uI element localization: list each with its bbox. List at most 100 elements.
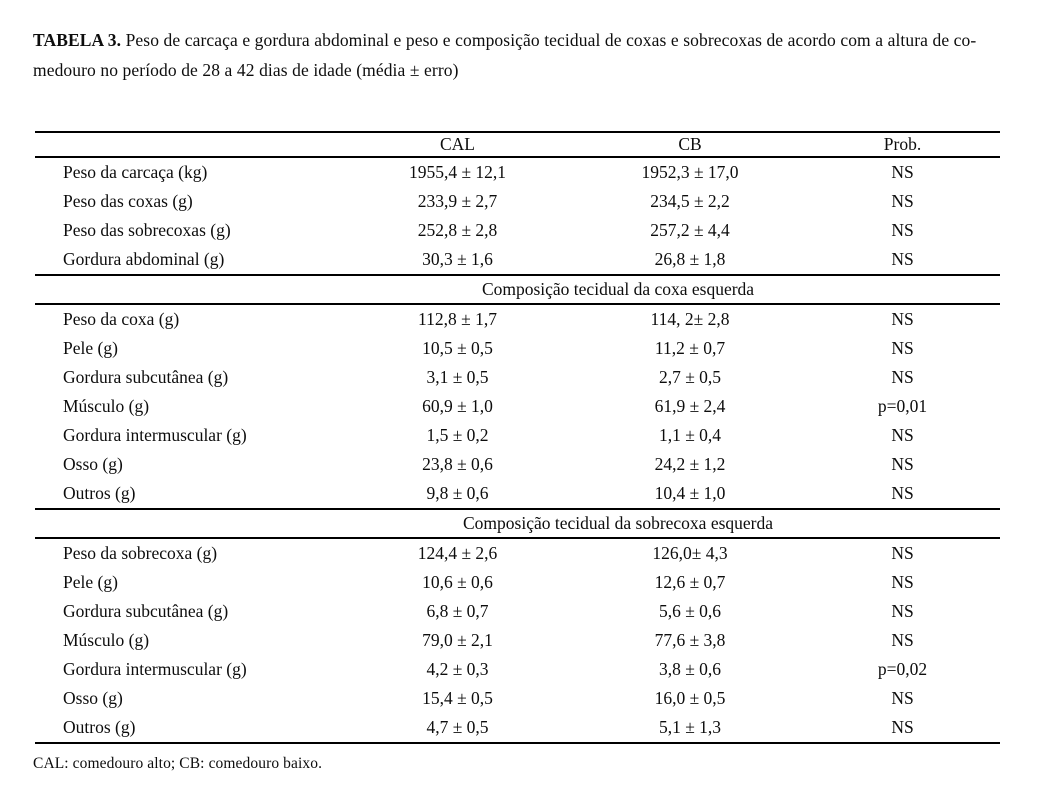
row-label: Gordura intermuscular (g): [63, 659, 247, 679]
cell-cal: 30,3 ± 1,6: [422, 249, 493, 269]
cell-cb: 24,2 ± 1,2: [654, 454, 726, 474]
cell-cal: 60,9 ± 1,0: [422, 396, 493, 416]
cell-cb: 10,4 ± 1,0: [654, 483, 726, 503]
data-table: CAL CB Prob. Peso da carcaça (kg) 1955,4 …: [35, 131, 1000, 744]
cell-cb: 234,5 ± 2,2: [650, 191, 730, 211]
cell-prob: NS: [891, 717, 914, 737]
row-label: Gordura subcutânea (g): [63, 367, 229, 387]
cell-cal: 15,4 ± 0,5: [422, 688, 493, 708]
column-header-row: CAL CB Prob.: [35, 132, 1000, 157]
table-row: Peso da carcaça (kg) 1955,4 ± 12,1 1952,3 …: [35, 157, 1000, 187]
row-label: Gordura intermuscular (g): [63, 425, 247, 445]
table-row: Gordura intermuscular (g) 1,5 ± 0,2 1,1 ± …: [35, 421, 1000, 450]
cell-prob: NS: [891, 483, 914, 503]
row-label: Pele (g): [63, 338, 118, 358]
section-header-spacer: [35, 509, 340, 538]
cell-prob: NS: [891, 367, 914, 387]
table-row: Gordura subcutânea (g) 3,1 ± 0,5 2,7 ± 0,5…: [35, 363, 1000, 392]
caption-table-number: TABELA 3.: [33, 30, 122, 50]
cell-cb: 77,6 ± 3,8: [654, 630, 726, 650]
table-row: Músculo (g) 79,0 ± 2,1 77,6 ± 3,8 NS: [35, 626, 1000, 655]
cell-cal: 9,8 ± 0,6: [426, 483, 489, 503]
table-row: Peso das sobrecoxas (g) 252,8 ± 2,8 257,2 …: [35, 216, 1000, 245]
cell-cal: 1955,4 ± 12,1: [408, 162, 507, 182]
cell-cb: 126,0± 4,3: [652, 543, 728, 563]
row-label: Peso da coxa (g): [63, 309, 180, 329]
cell-prob: NS: [891, 220, 914, 240]
cell-cb: 61,9 ± 2,4: [654, 396, 726, 416]
cell-prob: NS: [891, 309, 914, 329]
section-header-row: Composição tecidual da sobrecoxa esquerd…: [35, 509, 1000, 538]
column-header-cal: CAL: [440, 134, 475, 154]
table-body: Peso da carcaça (kg) 1955,4 ± 12,1 1952,3 …: [35, 157, 1000, 743]
cell-cal: 3,1 ± 0,5: [426, 367, 489, 387]
cell-cal: 112,8 ± 1,7: [418, 309, 497, 329]
cell-cb: 2,7 ± 0,5: [658, 367, 722, 387]
cell-cb: 3,8 ± 0,6: [658, 659, 722, 679]
table-row: Pele (g) 10,6 ± 0,6 12,6 ± 0,7 NS: [35, 568, 1000, 597]
table-caption: TABELA 3. Peso de carcaça e gordura abdo…: [33, 25, 1003, 85]
cell-cb: 26,8 ± 1,8: [654, 249, 726, 269]
row-label: Peso das sobrecoxas (g): [63, 220, 231, 240]
row-label: Peso da carcaça (kg): [63, 162, 208, 182]
cell-prob: NS: [891, 572, 914, 592]
row-label: Peso das coxas (g): [63, 191, 193, 211]
cell-cal: 252,8 ± 2,8: [417, 220, 498, 240]
row-label: Pele (g): [63, 572, 118, 592]
cell-prob: NS: [891, 601, 914, 621]
row-label: Outros (g): [63, 717, 136, 737]
section-header-spacer: [35, 275, 340, 304]
table-row: Gordura abdominal (g) 30,3 ± 1,6 26,8 ± 1,…: [35, 245, 1000, 275]
table-row: Peso das coxas (g) 233,9 ± 2,7 234,5 ± 2,2…: [35, 187, 1000, 216]
table-row: Osso (g) 23,8 ± 0,6 24,2 ± 1,2 NS: [35, 450, 1000, 479]
cell-cb: 114, 2± 2,8: [650, 309, 730, 329]
cell-cb: 257,2 ± 4,4: [650, 220, 730, 240]
cell-cal: 124,4 ± 2,6: [417, 543, 498, 563]
cell-prob: NS: [891, 425, 914, 445]
cell-cal: 6,8 ± 0,7: [426, 601, 489, 621]
table-container: CAL CB Prob. Peso da carcaça (kg) 1955,4 …: [35, 131, 1041, 744]
table-row: Outros (g) 4,7 ± 0,5 5,1 ± 1,3 NS: [35, 713, 1000, 743]
table-row: Gordura subcutânea (g) 6,8 ± 0,7 5,6 ± 0,6…: [35, 597, 1000, 626]
row-label: Outros (g): [63, 483, 136, 503]
table-footnote: CAL: comedouro alto; CB: comedouro baixo…: [33, 755, 323, 772]
table-row: Osso (g) 15,4 ± 0,5 16,0 ± 0,5 NS: [35, 684, 1000, 713]
column-header-prob: Prob.: [883, 134, 922, 154]
column-header-cb: CB: [678, 134, 702, 154]
cell-prob: p=0,02: [877, 659, 928, 679]
row-label: Osso (g): [63, 688, 123, 708]
cell-cal: 4,2 ± 0,3: [426, 659, 489, 679]
table-row: Peso da coxa (g) 112,8 ± 1,7 114, 2± 2,8 NS: [35, 304, 1000, 334]
cell-prob: NS: [891, 688, 914, 708]
caption-text-1: Peso de carcaça e gordura abdominal e pe…: [125, 30, 977, 50]
cell-cb: 1,1 ± 0,4: [658, 425, 722, 445]
cell-prob: NS: [891, 249, 914, 269]
caption-text-2: medouro no período de 28 a 42 dias de id…: [33, 60, 459, 80]
table-row: Gordura intermuscular (g) 4,2 ± 0,3 3,8 ± …: [35, 655, 1000, 684]
cell-cal: 10,5 ± 0,5: [422, 338, 493, 358]
cell-cb: 11,2 ± 0,7: [654, 338, 726, 358]
cell-prob: NS: [891, 543, 914, 563]
row-label: Músculo (g): [63, 630, 150, 650]
cell-cal: 10,6 ± 0,6: [422, 572, 493, 592]
cell-cb: 12,6 ± 0,7: [654, 572, 726, 592]
row-label: Gordura abdominal (g): [63, 249, 225, 269]
cell-cal: 23,8 ± 0,6: [422, 454, 493, 474]
section-header-row: Composição tecidual da coxa esquerda: [35, 275, 1000, 304]
row-label: Gordura subcutânea (g): [63, 601, 229, 621]
row-label: Osso (g): [63, 454, 123, 474]
cell-cal: 1,5 ± 0,2: [426, 425, 489, 445]
section-header: Composição tecidual da sobrecoxa esquerd…: [462, 513, 774, 533]
table-row: Músculo (g) 60,9 ± 1,0 61,9 ± 2,4 p=0,01: [35, 392, 1000, 421]
cell-cal: 79,0 ± 2,1: [422, 630, 493, 650]
caption-line-1: TABELA 3. Peso de carcaça e gordura abdo…: [33, 30, 976, 50]
cell-prob: NS: [891, 338, 914, 358]
section-header: Composição tecidual da coxa esquerda: [481, 279, 755, 299]
cell-prob: p=0,01: [877, 396, 928, 416]
row-label: Músculo (g): [63, 396, 150, 416]
row-label: Peso da sobrecoxa (g): [63, 543, 218, 563]
cell-cal: 4,7 ± 0,5: [426, 717, 489, 737]
column-header-empty: [35, 132, 340, 157]
cell-cal: 233,9 ± 2,7: [417, 191, 498, 211]
table-row: Outros (g) 9,8 ± 0,6 10,4 ± 1,0 NS: [35, 479, 1000, 509]
